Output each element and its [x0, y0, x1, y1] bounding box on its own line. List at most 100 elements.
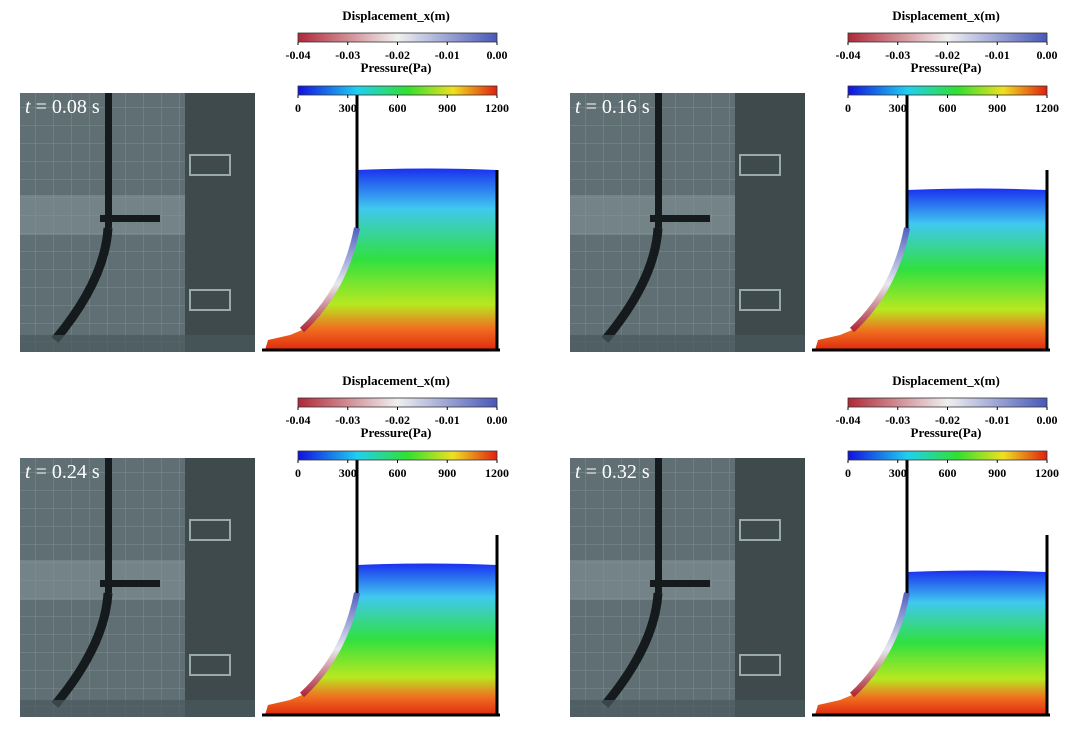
colorbar-title: Displacement_x(m): [892, 8, 1000, 23]
colorbar-tick-label: -0.02: [935, 413, 960, 427]
time-value: = 0.08 s: [36, 96, 100, 118]
simulation: [812, 460, 1050, 717]
time-label: t = 0.16 s: [575, 96, 650, 118]
colorbar-tick-label: 900: [438, 466, 456, 480]
colorbar-tick-label: -0.03: [335, 413, 360, 427]
photo-bracket: [189, 519, 231, 541]
time-symbol: t: [25, 96, 31, 118]
colorbar-title: Pressure(Pa): [361, 425, 432, 440]
photo-tank-wall: [185, 458, 255, 717]
simulation: [262, 95, 500, 352]
photo-bracket: [739, 289, 781, 311]
panel: t = 0.08 s Displacement_x(m) -0.04 -0.03 -0.0…: [20, 8, 509, 352]
photo-clamp: [100, 580, 160, 587]
simulation: [262, 460, 500, 717]
photo-plate: [601, 227, 663, 343]
colorbar: [847, 85, 1048, 96]
colorbar-title: Displacement_x(m): [342, 8, 450, 23]
time-symbol: t: [575, 96, 581, 118]
colorbar-tick-label: 600: [389, 466, 407, 480]
time-value: = 0.32 s: [586, 461, 650, 483]
flexible-plate: [299, 227, 360, 333]
colorbar: [847, 397, 1048, 408]
walls: [262, 95, 500, 352]
walls: [262, 460, 500, 717]
colorbar-title: Pressure(Pa): [911, 425, 982, 440]
colorbar-title: Pressure(Pa): [911, 60, 982, 75]
colorbar: [297, 32, 498, 43]
colorbar-tick-label: -0.04: [836, 413, 861, 427]
colorbar-tick-label: -0.03: [885, 413, 910, 427]
photo-bracket: [189, 289, 231, 311]
photo-clamp: [650, 580, 710, 587]
fluid: [265, 168, 497, 350]
photo-tank-wall: [735, 93, 805, 352]
colorbar-tick-label: -0.04: [836, 48, 861, 62]
colorbar-tick-label: -0.02: [935, 48, 960, 62]
colorbar-tick-label: 600: [939, 101, 957, 115]
time-symbol: t: [25, 461, 31, 483]
colorbar-tick-label: -0.01: [435, 48, 460, 62]
colorbar: [847, 450, 1048, 461]
colorbar-title: Displacement_x(m): [342, 373, 450, 388]
experiment-photo: t = 0.32 s: [570, 458, 805, 717]
photo-rod: [655, 93, 662, 228]
colorbar-tick-label: 0.00: [1037, 413, 1058, 427]
simulation: [812, 95, 1050, 352]
photo-rod: [105, 93, 112, 228]
time-value: = 0.16 s: [586, 96, 650, 118]
photo-tank-wall: [185, 93, 255, 352]
time-value: = 0.24 s: [36, 461, 100, 483]
colorbar-tick-label: -0.03: [885, 48, 910, 62]
colorbar-tick-label: 0: [295, 101, 301, 115]
photo-floor: [20, 700, 255, 717]
flexible-plate: [299, 592, 360, 698]
colorbar-tick-label: 0: [295, 466, 301, 480]
colorbar-tick-label: 600: [939, 466, 957, 480]
colorbar-tick-label: -0.01: [985, 413, 1010, 427]
walls: [812, 95, 1050, 352]
panel: t = 0.24 s Displacement_x(m) -0.04 -0.03 -0.0…: [20, 373, 509, 717]
fluid: [815, 188, 1047, 350]
walls: [812, 460, 1050, 717]
photo-floor: [20, 335, 255, 352]
experiment-photo: t = 0.24 s: [20, 458, 255, 717]
colorbar-tick-label: 1200: [485, 466, 509, 480]
colorbar-tick-label: 0.00: [487, 48, 508, 62]
experiment-photo: t = 0.08 s: [20, 93, 255, 352]
colorbar-tick-label: -0.04: [286, 413, 311, 427]
colorbar: [297, 397, 498, 408]
colorbar-tick-label: 300: [889, 466, 907, 480]
panel: t = 0.16 s Displacement_x(m) -0.04 -0.03 -0.0…: [570, 8, 1059, 352]
photo-rod: [655, 458, 662, 593]
photo-plate: [51, 227, 113, 343]
colorbar-tick-label: 600: [389, 101, 407, 115]
colorbar-tick-label: 1200: [1035, 101, 1059, 115]
colorbar-tick-label: 900: [438, 101, 456, 115]
colorbar-title: Pressure(Pa): [361, 60, 432, 75]
colorbar-tick-label: 300: [889, 101, 907, 115]
colorbar: [847, 32, 1048, 43]
colorbar-tick-label: -0.01: [985, 48, 1010, 62]
colorbar-tick-label: -0.04: [286, 48, 311, 62]
flexible-plate: [849, 592, 910, 698]
colorbar-tick-label: 900: [988, 466, 1006, 480]
colorbar-tick-label: 0.00: [487, 413, 508, 427]
colorbar-tick-label: -0.02: [385, 413, 410, 427]
photo-floor: [570, 335, 805, 352]
colorbar-tick-label: 1200: [485, 101, 509, 115]
colorbar-tick-label: 0: [845, 101, 851, 115]
time-label: t = 0.32 s: [575, 461, 650, 483]
colorbar-tick-label: 300: [339, 466, 357, 480]
photo-bracket: [739, 654, 781, 676]
colorbar-tick-label: -0.03: [335, 48, 360, 62]
experiment-photo: t = 0.16 s: [570, 93, 805, 352]
colorbar-tick-label: 300: [339, 101, 357, 115]
time-symbol: t: [575, 461, 581, 483]
photo-bracket: [189, 654, 231, 676]
colorbar-tick-label: -0.02: [385, 48, 410, 62]
colorbar: [297, 85, 498, 96]
time-label: t = 0.08 s: [25, 96, 100, 118]
